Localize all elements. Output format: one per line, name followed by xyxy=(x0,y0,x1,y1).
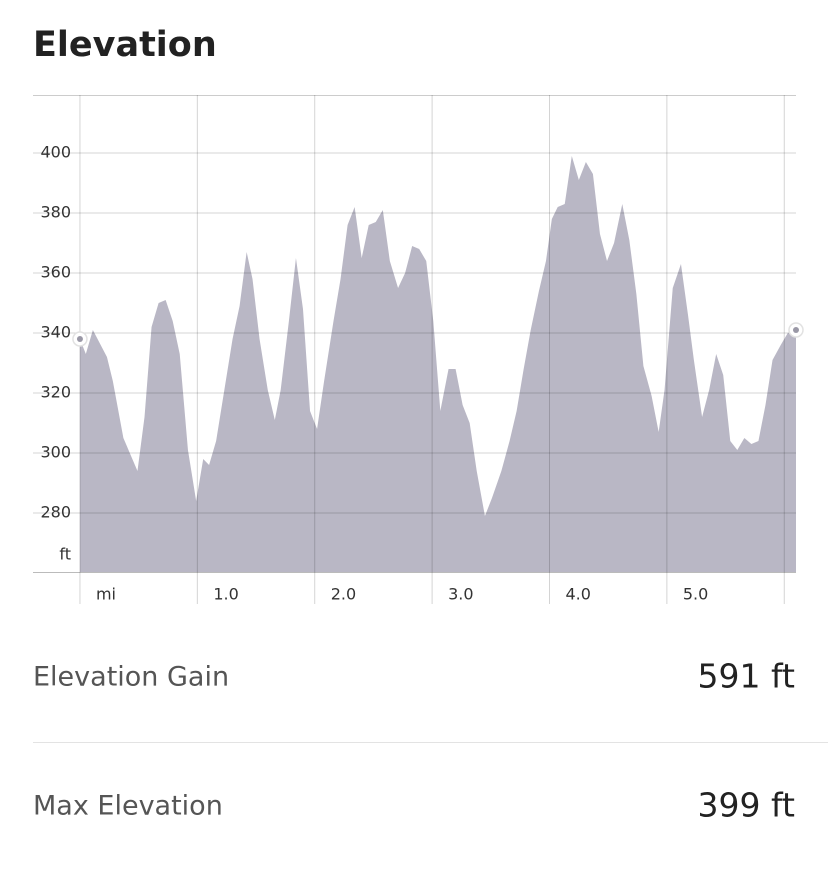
elevation-area xyxy=(79,156,796,573)
y-tick-label: 360 xyxy=(40,263,71,282)
x-tick-label: 4.0 xyxy=(565,585,590,604)
y-tick-label: 300 xyxy=(40,443,71,462)
x-tick-label: mi xyxy=(96,585,116,604)
x-tick-label: 3.0 xyxy=(448,585,473,604)
stat-value: 399 ft xyxy=(698,786,796,825)
y-tick-label: 400 xyxy=(40,143,71,162)
x-tick-label: 1.0 xyxy=(213,585,238,604)
title: Elevation xyxy=(33,25,217,65)
y-axis-label: ft xyxy=(59,545,71,564)
y-tick-label: 380 xyxy=(40,203,71,222)
x-tick-label: 2.0 xyxy=(331,585,356,604)
x-tick-label: 5.0 xyxy=(683,585,708,604)
end-marker-dot xyxy=(793,327,799,333)
end-marker-dot xyxy=(76,336,83,342)
y-tick-label: 340 xyxy=(40,323,71,342)
y-tick-label: 280 xyxy=(40,503,71,522)
stat-label: Elevation Gain xyxy=(33,662,229,693)
stat-value: 591 ft xyxy=(698,657,796,696)
stat-label: Max Elevation xyxy=(33,791,223,822)
y-tick-label: 320 xyxy=(40,383,71,402)
